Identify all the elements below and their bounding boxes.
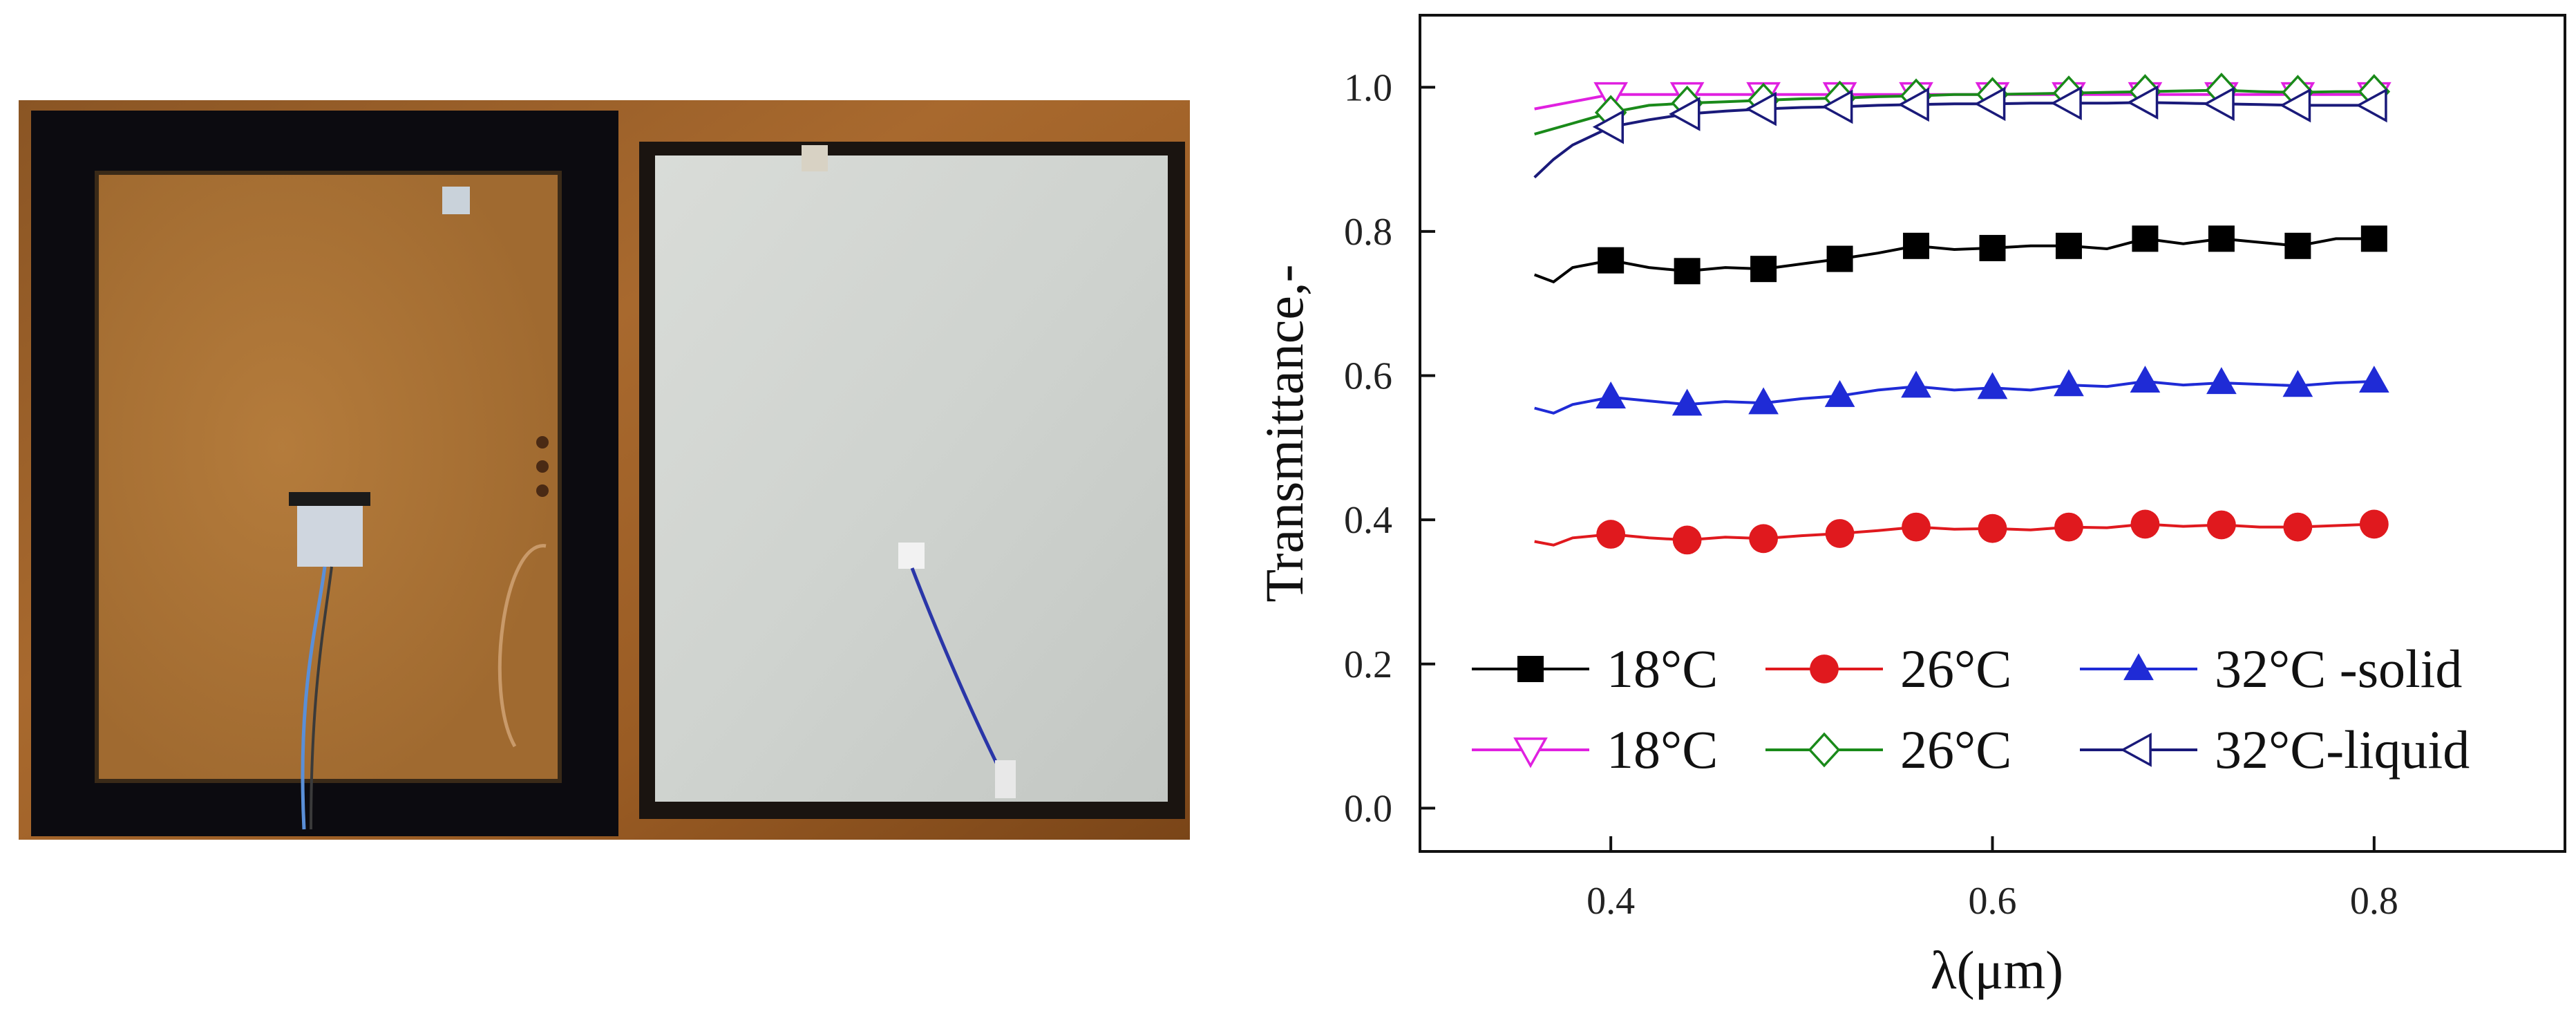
series-line xyxy=(1534,88,2374,136)
y-tick-label: 0.8 xyxy=(1344,211,1392,254)
y-tick-label: 0.0 xyxy=(1344,787,1392,830)
data-point xyxy=(1978,513,2007,543)
data-point xyxy=(1977,372,2008,399)
x-axis: 0.4 0.6 0.8 xyxy=(1587,836,2398,923)
data-point xyxy=(1596,520,1626,549)
data-point xyxy=(1979,234,2006,261)
data-point xyxy=(1745,91,1777,126)
data-point xyxy=(1748,387,1779,415)
data-point xyxy=(1513,737,1548,769)
data-point xyxy=(2279,88,2311,123)
sensor-patch xyxy=(297,501,363,567)
y-tick-label: 0.6 xyxy=(1344,355,1392,398)
data-point xyxy=(1674,258,1701,285)
x-tick-label: 0.4 xyxy=(1587,880,1635,923)
series-line xyxy=(1533,101,2374,179)
legend-entry: 32°C-liquid xyxy=(2080,719,2470,780)
y-tick-label: 0.2 xyxy=(1344,643,1392,686)
y-tick-label: 0.4 xyxy=(1344,499,1392,542)
series-markers xyxy=(1592,73,2392,555)
series-line xyxy=(1533,237,2374,284)
data-point xyxy=(2359,509,2389,539)
legend-entry: 32°C -solid xyxy=(2080,639,2462,699)
x-axis-title: λ(μm) xyxy=(1931,940,2063,1000)
data-point xyxy=(2203,86,2235,122)
legend-label: 26°C xyxy=(1900,639,2011,699)
y-tick-label: 1.0 xyxy=(1344,66,1392,109)
legend-entry: 18°C xyxy=(1472,719,1718,780)
data-point xyxy=(1595,381,1627,408)
data-point xyxy=(1824,379,1855,407)
data-point xyxy=(1808,732,1841,768)
data-point xyxy=(1598,247,1625,274)
data-point xyxy=(1517,656,1544,682)
data-point xyxy=(1592,109,1625,144)
y-axis-title: Transmittance,- xyxy=(1254,265,1314,603)
left-sample-panel xyxy=(31,111,618,836)
data-point xyxy=(2123,653,2154,681)
y-axis: 0.0 0.2 0.4 0.6 0.8 1.0 xyxy=(1344,66,1435,830)
data-point xyxy=(2358,366,2389,393)
data-point xyxy=(1897,87,1929,122)
data-point xyxy=(2130,509,2160,539)
legend: 18°C 26°C 32°C -solid 18°C 26°C 32°C-liquid xyxy=(1472,639,2470,780)
data-point xyxy=(1749,524,1779,554)
data-point xyxy=(2054,369,2084,397)
data-point xyxy=(1903,232,1930,259)
data-point xyxy=(2283,512,2313,542)
data-point xyxy=(1810,654,1839,684)
series-lines xyxy=(1533,88,2374,547)
series-line xyxy=(1534,522,2374,547)
legend-entry: 18°C xyxy=(1472,639,1718,699)
data-point xyxy=(2055,232,2082,259)
data-point xyxy=(1821,89,1853,124)
legend-entry: 26°C xyxy=(1765,639,2011,699)
data-point xyxy=(2356,88,2387,123)
data-point xyxy=(2050,86,2082,121)
data-point xyxy=(1671,388,1703,416)
data-point xyxy=(2120,733,2152,767)
data-point xyxy=(1974,86,2006,122)
x-tick-label: 0.6 xyxy=(1969,880,2017,923)
data-point xyxy=(2130,366,2161,393)
legend-label: 32°C -solid xyxy=(2215,639,2462,699)
x-tick-label: 0.8 xyxy=(2350,880,2398,923)
data-point xyxy=(1672,525,1702,555)
series-line xyxy=(1534,93,2374,111)
data-point xyxy=(2054,512,2083,542)
data-point xyxy=(2284,232,2311,259)
legend-label: 18°C xyxy=(1607,639,1718,699)
right-sample-panel xyxy=(639,142,1185,819)
data-point xyxy=(1902,512,1931,542)
data-point xyxy=(2126,85,2159,120)
legend-label: 18°C xyxy=(1607,719,1718,780)
data-point xyxy=(2360,225,2387,252)
data-point xyxy=(2208,225,2235,252)
legend-entry: 26°C xyxy=(1765,719,2011,780)
legend-label: 26°C xyxy=(1900,719,2011,780)
data-point xyxy=(2207,510,2236,540)
series-line xyxy=(1534,379,2374,415)
data-point xyxy=(1750,256,1777,283)
data-point xyxy=(1669,97,1701,131)
legend-label: 32°C-liquid xyxy=(2215,719,2470,780)
data-point xyxy=(2206,367,2237,395)
data-point xyxy=(1826,245,1853,272)
data-point xyxy=(2282,370,2313,397)
data-point xyxy=(2132,225,2159,252)
data-point xyxy=(1901,370,1931,398)
data-point xyxy=(1825,519,1855,548)
